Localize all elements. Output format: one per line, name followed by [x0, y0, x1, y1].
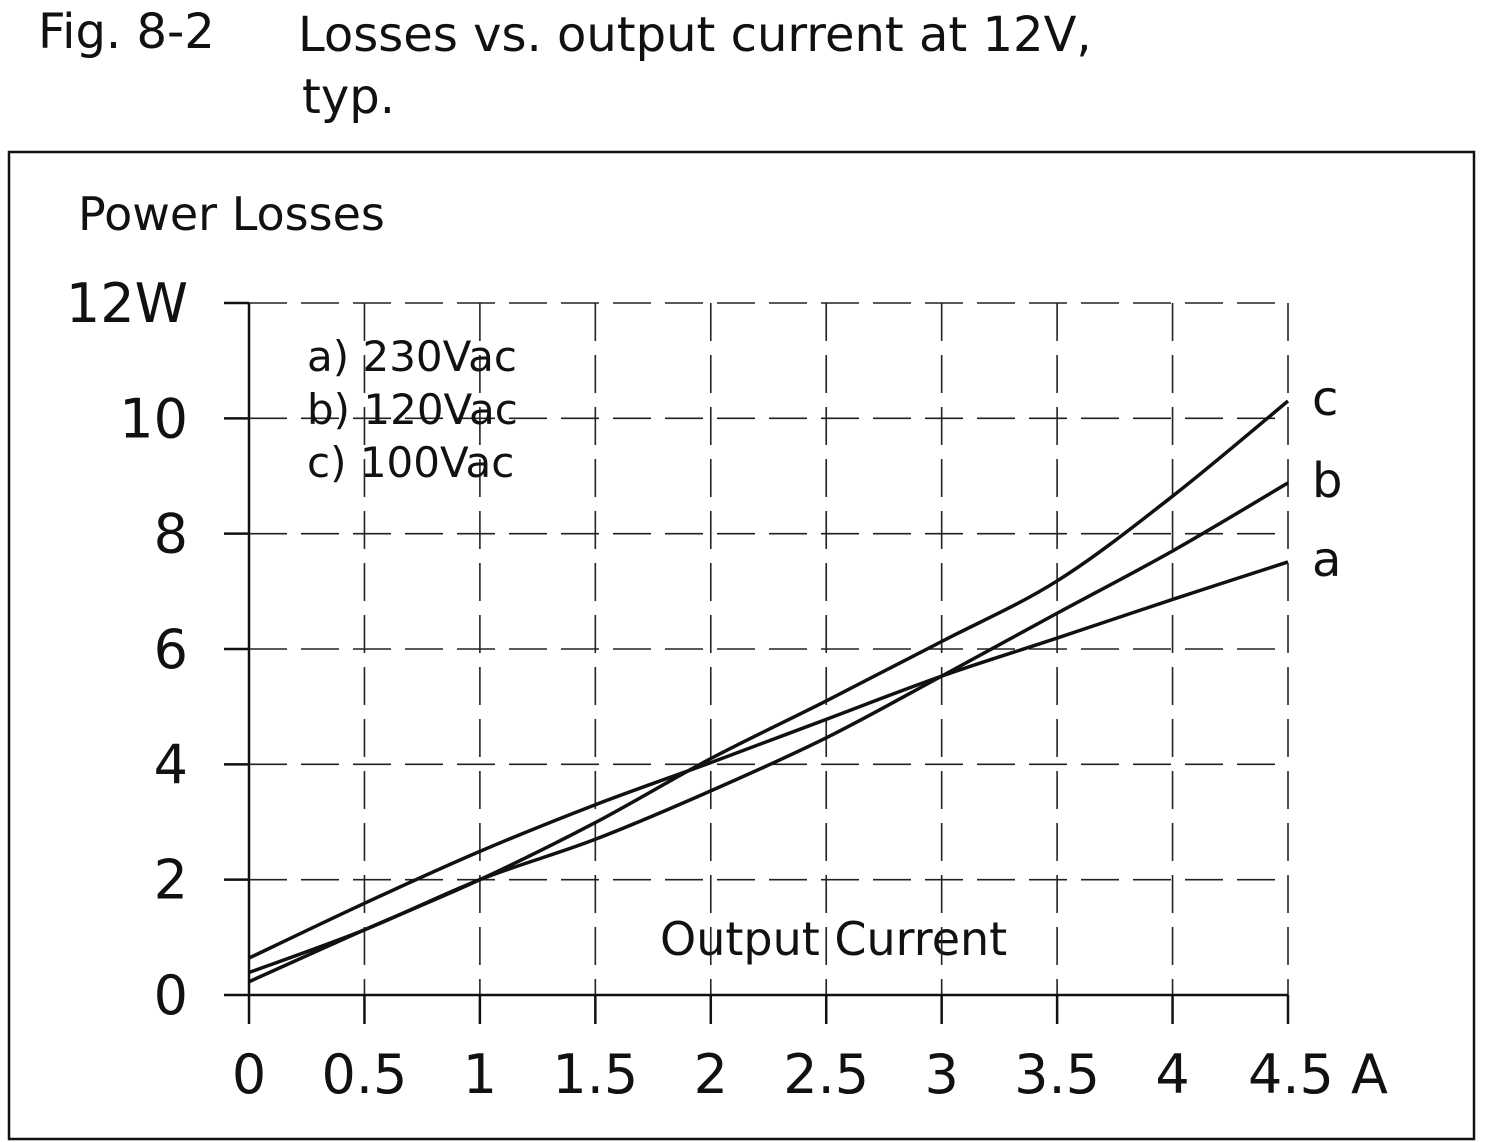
y-tick-label: 12W [66, 272, 188, 335]
series-lines: abc [248, 371, 1342, 984]
x-tick-label: 1.5 [552, 1043, 638, 1106]
y-tick-label: 4 [154, 733, 188, 796]
x-tick-label: 0 [232, 1043, 266, 1106]
y-axis-label: Power Losses [78, 187, 385, 241]
x-tick-label: 1 [463, 1043, 497, 1106]
x-tick-label: 2 [694, 1043, 728, 1106]
x-tick-label: 0.5 [321, 1043, 407, 1106]
series-line-a [248, 560, 1289, 960]
y-tick-label: 2 [154, 849, 188, 912]
x-tick-label: 3.5 [1014, 1043, 1100, 1106]
y-tick-label: 6 [154, 618, 188, 681]
x-tick-label: 2.5 [783, 1043, 869, 1106]
figure-number: Fig. 8-2 [38, 4, 215, 60]
x-tick-label: 4.5 A [1248, 1043, 1388, 1106]
figure-title-line2: typ. [302, 69, 395, 125]
y-tick-label: 0 [154, 964, 188, 1027]
y-tick-label: 10 [119, 387, 188, 450]
figure-title: Losses vs. output current at 12V, typ. [298, 4, 1198, 128]
y-tick-label: 8 [154, 503, 188, 566]
axes [224, 301, 1290, 1024]
x-tick-label: 3 [924, 1043, 958, 1106]
series-line-c [248, 399, 1290, 984]
grid [249, 302, 1289, 995]
series-label-b: b [1312, 453, 1342, 509]
legend-entry: a) 230Vac [307, 332, 517, 381]
series-label-c: c [1312, 371, 1338, 427]
legend-entry: c) 100Vac [307, 438, 514, 487]
tick-labels: 0 2 4 6 8 10 12W 0 0.5 1 1.5 2 2.5 3 3.5 4 4.5 A [66, 272, 1388, 1106]
x-axis-label: Output Current [660, 912, 1007, 966]
figure-title-line1: Losses vs. output current at 12V, [298, 7, 1092, 63]
x-tick-label: 4 [1155, 1043, 1189, 1106]
series-label-a: a [1312, 532, 1341, 588]
chart-frame [7, 150, 1476, 1141]
legend-entry: b) 120Vac [307, 385, 518, 434]
